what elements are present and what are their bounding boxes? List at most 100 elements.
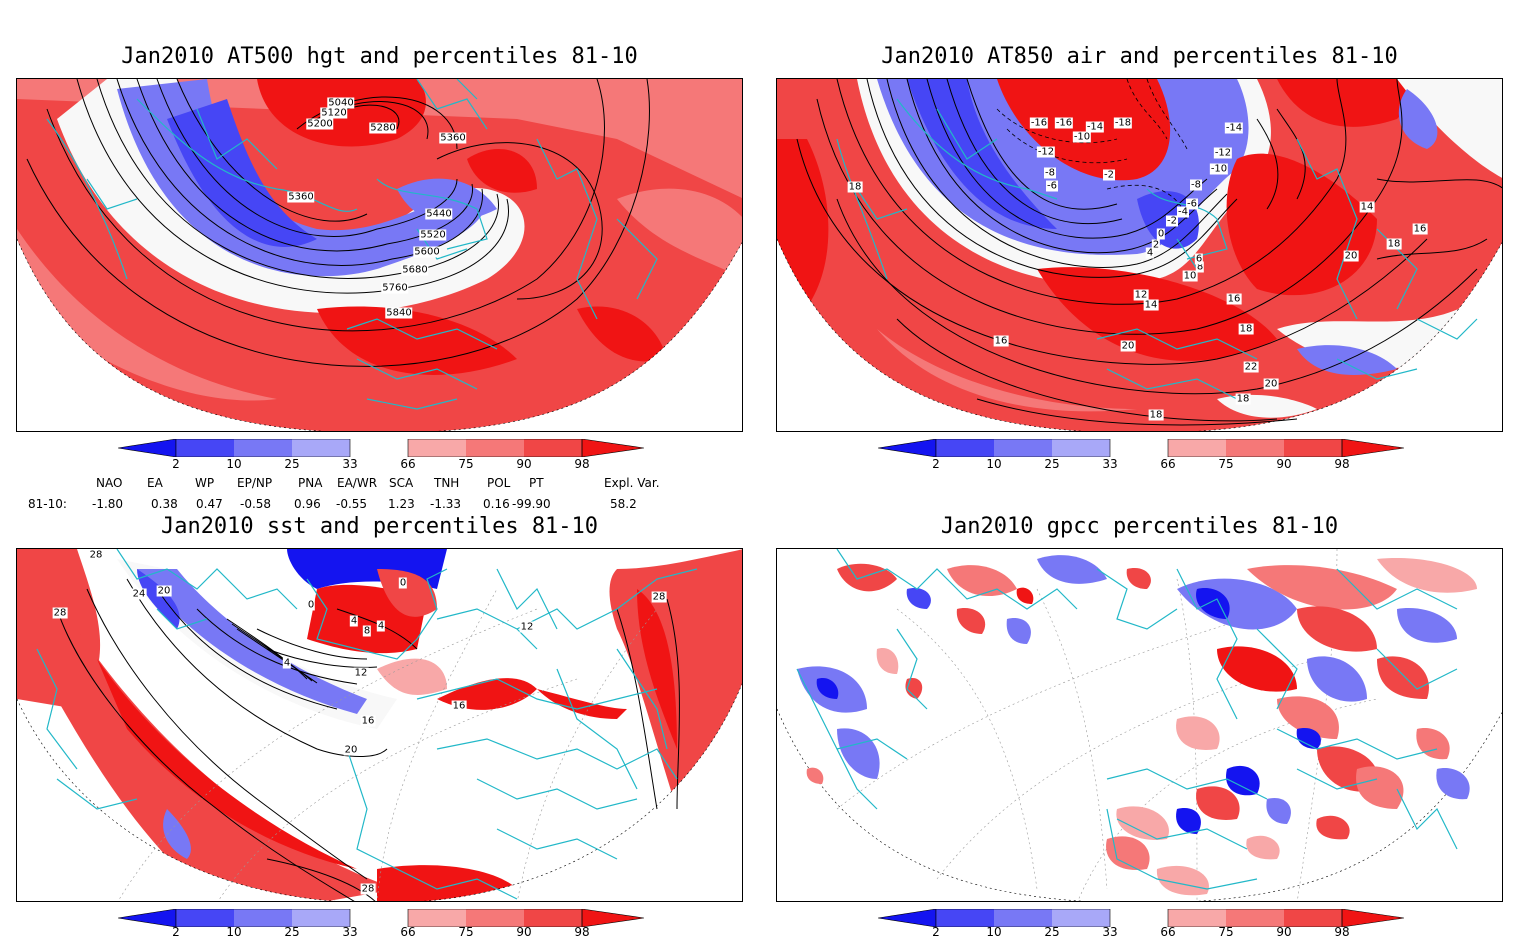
sst-label: 4 [376, 620, 386, 632]
temp-label: 16 [1412, 223, 1428, 235]
gpcc-map [777, 549, 1502, 901]
index-header: POL [487, 476, 511, 490]
cbar-tick: 25 [284, 925, 300, 939]
index-value: 0.38 [151, 497, 178, 511]
cbar-tick: 10 [986, 925, 1002, 939]
index-header: SCA [389, 476, 414, 490]
temp-label: -14 [1085, 121, 1105, 133]
cbar-tick: 33 [1102, 925, 1118, 939]
cbar-tick: 10 [226, 925, 242, 939]
hgt-label: 5760 [381, 282, 409, 294]
cbar-tick: 25 [1044, 457, 1060, 471]
cbar-tick: 2 [932, 457, 940, 471]
index-header: EA [147, 476, 163, 490]
cbar-tick: 66 [400, 925, 416, 939]
hgt-label: 5040 [327, 97, 355, 109]
colorbar-sst: 2 10 25 33 66 75 90 98 [118, 909, 644, 940]
precip-anomaly-patches [797, 555, 1477, 896]
sst-label: 8 [362, 625, 372, 637]
cbar-tick: 98 [574, 457, 590, 471]
temp-label: 22 [1243, 361, 1259, 373]
colorbar-air850: 2 10 25 33 66 75 90 98 [878, 439, 1404, 473]
cbar-tick: 75 [1218, 457, 1234, 471]
temp-label: 16 [1226, 293, 1242, 305]
cbar-tick: 90 [1276, 457, 1292, 471]
cbar-tick: 66 [400, 457, 416, 471]
sst-label: 12 [519, 621, 535, 633]
temp-label: -12 [1213, 147, 1233, 159]
index-header: Expl. Var. [604, 476, 660, 490]
cbar-tick: 2 [172, 457, 180, 471]
hgt-label: 5840 [385, 307, 413, 319]
cbar-tick: 33 [1102, 457, 1118, 471]
index-header: TNH [434, 476, 460, 490]
temp-label: -6 [1046, 180, 1058, 192]
panel2-title: Jan2010 AT850 air and percentiles 81-10 [881, 44, 1398, 69]
index-value: 0.47 [196, 497, 223, 511]
index-header: EP/NP [237, 476, 273, 490]
sst-label: 0 [306, 599, 316, 611]
cbar-tick: 75 [458, 457, 474, 471]
cbar-tick: 25 [284, 457, 300, 471]
cbar-tick: 33 [342, 925, 358, 939]
temp-label: 18 [1386, 238, 1402, 250]
index-value: -1.80 [92, 497, 124, 511]
temp-label: -2 [1103, 169, 1115, 181]
index-header: PT [529, 476, 544, 490]
temp-label: -10 [1072, 131, 1092, 143]
sst-label: 4 [349, 615, 359, 627]
hgt-label: 5520 [419, 229, 447, 241]
hgt-label: 5360 [287, 191, 315, 203]
temp-label: 4 [1145, 247, 1155, 259]
index-value: 0.96 [294, 497, 321, 511]
temp-label: 20 [1343, 250, 1359, 262]
temp-label: 18 [1238, 323, 1254, 335]
sst-label: 20 [343, 744, 359, 756]
temp-label: 14 [1143, 299, 1159, 311]
index-value: -1.33 [430, 497, 462, 511]
cbar-tick: 2 [172, 925, 180, 939]
hgt-label: 5440 [425, 208, 453, 220]
colorbar-gpcc: 2 10 25 33 66 75 90 98 [878, 909, 1404, 940]
temp-label: -4 [1177, 206, 1189, 218]
cbar-tick: 98 [1334, 457, 1350, 471]
temp-label: 20 [1120, 340, 1136, 352]
temp-label: 6 [1194, 253, 1204, 265]
cbar-tick: 66 [1160, 925, 1176, 939]
sst-map [17, 549, 742, 901]
sst-label: 28 [360, 883, 376, 895]
index-row-label: 81-10: [28, 497, 67, 511]
sst-label: 4 [282, 657, 292, 669]
temp-label: 18 [1148, 409, 1164, 421]
temp-label: -18 [1113, 117, 1133, 129]
index-value: -0.55 [336, 497, 368, 511]
sst-label: 16 [451, 700, 467, 712]
temp-label: 14 [1359, 201, 1375, 213]
sst-label: 0 [398, 577, 408, 589]
cbar-tick: 90 [516, 457, 532, 471]
hgt-label: 5200 [306, 118, 334, 130]
temp-label: -14 [1224, 122, 1244, 134]
cbar-tick: 90 [1276, 925, 1292, 939]
cbar-tick: 2 [932, 925, 940, 939]
temp-label: 12 [1133, 289, 1149, 301]
sst-label: 28 [88, 549, 104, 561]
index-header: PNA [298, 476, 323, 490]
cbar-tick: 33 [342, 457, 358, 471]
panel1-title: Jan2010 AT500 hgt and percentiles 81-10 [121, 44, 638, 69]
temp-label: 18 [1235, 393, 1251, 405]
index-header: WP [195, 476, 215, 490]
cbar-tick: 98 [1334, 925, 1350, 939]
map-panel-sst: 28 24 20 28 0 0 4 8 4 4 12 16 20 16 12 2… [16, 548, 743, 902]
temp-label: -12 [1036, 146, 1056, 158]
cbar-tick: 10 [986, 457, 1002, 471]
index-value: -99.90 [512, 497, 551, 511]
index-header: NAO [96, 476, 123, 490]
map-panel-gpcc [776, 548, 1503, 902]
colorbar-hgt500: 2 10 25 33 66 75 90 98 [118, 439, 644, 473]
temp-label: -8 [1044, 167, 1056, 179]
temp-label: 18 [847, 181, 863, 193]
hgt-label: 5600 [413, 246, 441, 258]
index-value: -0.58 [240, 497, 272, 511]
temp-label: 10 [1182, 270, 1198, 282]
